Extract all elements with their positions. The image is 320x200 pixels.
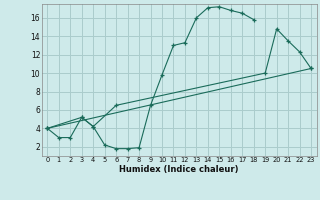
X-axis label: Humidex (Indice chaleur): Humidex (Indice chaleur) [119,165,239,174]
